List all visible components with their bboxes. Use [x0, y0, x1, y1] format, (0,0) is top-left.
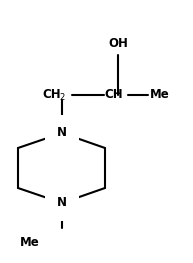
Text: N: N [57, 127, 67, 139]
Text: Me: Me [20, 235, 40, 249]
Text: CH: CH [104, 89, 123, 102]
Text: N: N [57, 196, 67, 210]
Text: 2: 2 [59, 94, 64, 103]
Text: CH: CH [42, 89, 61, 102]
Text: OH: OH [108, 37, 128, 50]
Text: Me: Me [150, 89, 170, 102]
